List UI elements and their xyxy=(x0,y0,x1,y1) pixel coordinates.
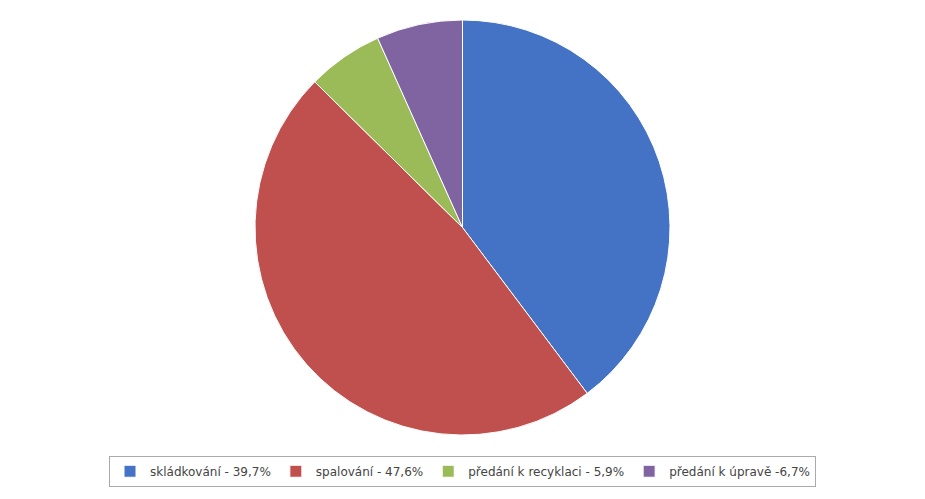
svg-text:spalování - 47,6%: spalování - 47,6% xyxy=(316,465,423,479)
svg-text:předání k recyklaci - 5,9%: předání k recyklaci - 5,9% xyxy=(468,465,624,479)
svg-text:předání k úpravě -6,7%: předání k úpravě -6,7% xyxy=(669,465,810,479)
svg-text:skládkování - 39,7%: skládkování - 39,7% xyxy=(150,465,271,479)
